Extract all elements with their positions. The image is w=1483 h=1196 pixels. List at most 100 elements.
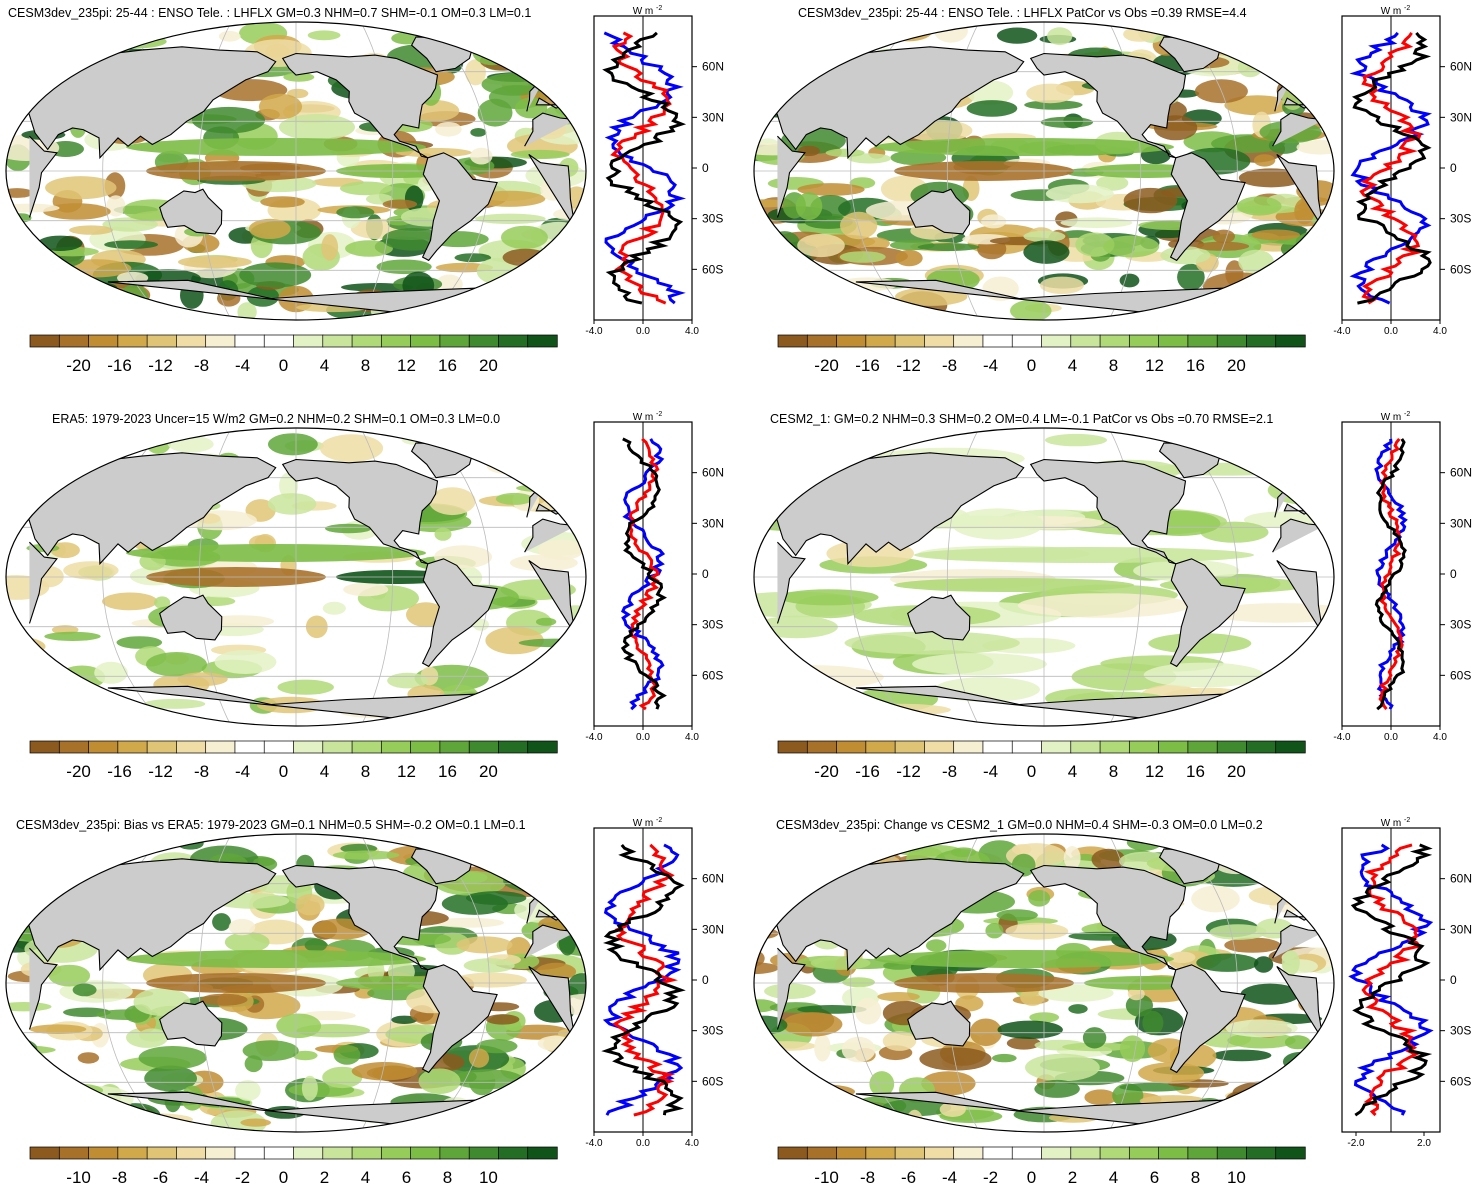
panel-title: CESM3dev_235pi: Bias vs ERA5: 1979-2023 … [16,818,526,832]
colorbar-swatch [527,740,558,754]
zonal-lat-label: 30S [702,212,723,226]
field-blob [325,523,372,534]
field-blob [178,255,252,269]
field-blob [55,23,86,46]
colorbar-tick-label: 0 [1027,1168,1036,1187]
field-blob [61,304,86,315]
colorbar-swatch [468,740,500,754]
colorbar-tick-label: -4 [235,356,250,375]
field-blob [418,1068,461,1094]
colorbar-swatch [1099,740,1130,754]
zonal-lat-label: 60N [702,466,724,480]
field-blob [29,1024,87,1034]
field-blob [951,508,1044,540]
colorbar-tick-label: -10 [66,1168,91,1187]
enso-band-north [126,950,426,968]
field-blob [754,1087,819,1115]
field-blob [340,181,393,196]
zonal-unit-exp: -2 [656,411,662,418]
colorbar-swatch [836,1146,867,1160]
colorbar-tick-label: 4 [320,762,329,781]
field-blob [754,52,787,79]
field-blob [477,1113,498,1132]
field-blob [429,487,476,516]
colorbar-tick-label: 20 [479,356,498,375]
colorbar-swatch [439,334,470,348]
zonal-x-label: 0.0 [636,1138,650,1149]
field-blob [276,1013,322,1039]
globe-outline [753,833,1335,1133]
field-blob [307,30,341,41]
enso-band-center [894,578,1134,592]
zonal-x-label: 0.0 [636,326,650,337]
zonal-line-blue [1348,843,1434,1116]
field-blob [177,672,228,687]
colorbar-tick-label: 8 [361,762,370,781]
field-blob [792,847,842,862]
field-blob [6,1106,38,1126]
map-3 [753,427,1335,727]
field-blob [104,240,158,249]
colorbar-0: -20 -16 -12 -8 -4 0 4 8 12 16 20 [29,334,558,375]
colorbar-swatch [894,740,926,754]
field-blob [1082,1027,1107,1049]
colorbar-tick-label: 4 [1068,762,1077,781]
field-blob [1227,1032,1296,1049]
field-blob [811,278,834,304]
colorbar-swatch [29,334,60,348]
zonal-0: W m -2 60N 30N 0 30S 60S -4.0 0.0 4.0 [585,5,724,337]
zonal-line-red [612,843,678,1117]
colorbar-swatch [1041,740,1072,754]
colorbar-1: -20 -16 -12 -8 -4 0 4 8 12 16 20 [777,334,1306,375]
colorbar-tick-label: -8 [860,1168,875,1187]
colorbar-tick-label: -6 [153,1168,168,1187]
field-blob [1026,83,1075,104]
field-blob [321,234,339,261]
field-blob [26,277,89,287]
field-blob [754,52,771,73]
field-blob [912,653,1047,676]
map-0 [5,21,587,321]
colorbar-swatch [1246,740,1277,754]
colorbar-swatch [1275,740,1306,754]
colorbar-swatch [410,740,441,754]
field-blob [510,149,570,160]
field-blob [917,243,980,252]
zonal-lat-label: 60S [702,1074,723,1088]
field-blob [295,894,325,916]
colorbar-swatch [1275,1146,1306,1160]
land-1 [421,964,498,1074]
field-blob [1252,1093,1311,1120]
field-blob [501,225,548,250]
colorbar-tick-label: -8 [942,762,957,781]
colorbar-swatch [924,1146,955,1160]
colorbar-swatch [953,1146,984,1160]
colorbar-tick-label: -4 [983,356,998,375]
field-blob [543,273,582,297]
colorbar-swatch [263,740,295,754]
field-blob [769,231,800,257]
field-blob [434,527,452,541]
zonal-lat-label: 30N [1450,922,1472,936]
field-blob [470,128,487,137]
colorbar-swatch [1128,1146,1160,1160]
colorbar-swatch [1216,334,1248,348]
zonal-lat-label: 60S [1450,668,1471,682]
field-blob [926,939,947,952]
field-blob [1168,951,1196,964]
land-0 [281,864,439,971]
field-blob [1248,885,1306,906]
colorbar-swatch [1158,334,1189,348]
field-blob [277,679,334,695]
zonal-unit-label: W m [633,6,654,17]
colorbar-tick-label: -4 [942,1168,957,1187]
colorbar-swatch [865,1146,896,1160]
colorbar-swatch [498,334,529,348]
field-blob [1267,875,1320,888]
zonal-line-red [1359,32,1424,305]
zonal-lat-label: 60N [702,872,724,886]
colorbar-tick-label: -16 [107,762,132,781]
field-blob [782,1012,843,1037]
colorbar-swatch [234,334,265,348]
field-blob [1047,27,1073,46]
